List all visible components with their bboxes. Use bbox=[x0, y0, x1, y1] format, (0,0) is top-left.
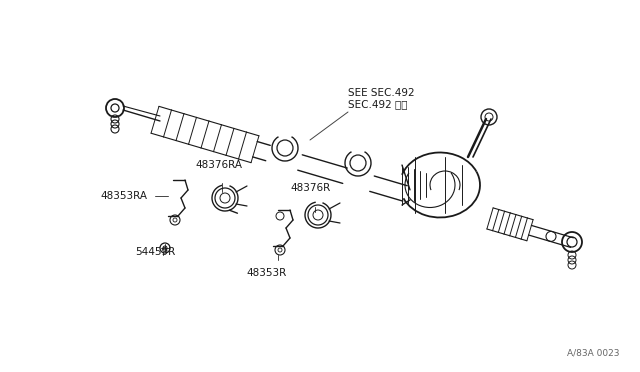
Text: 48376RA: 48376RA bbox=[195, 160, 242, 170]
Text: 48376R: 48376R bbox=[290, 183, 330, 193]
Text: SEC.492 参照: SEC.492 参照 bbox=[348, 99, 408, 109]
Text: A/83A 0023: A/83A 0023 bbox=[568, 349, 620, 358]
Text: 48353R: 48353R bbox=[247, 268, 287, 278]
Text: SEE SEC.492: SEE SEC.492 bbox=[348, 88, 415, 98]
Text: 54459R: 54459R bbox=[135, 247, 175, 257]
Text: 48353RA: 48353RA bbox=[100, 191, 147, 201]
